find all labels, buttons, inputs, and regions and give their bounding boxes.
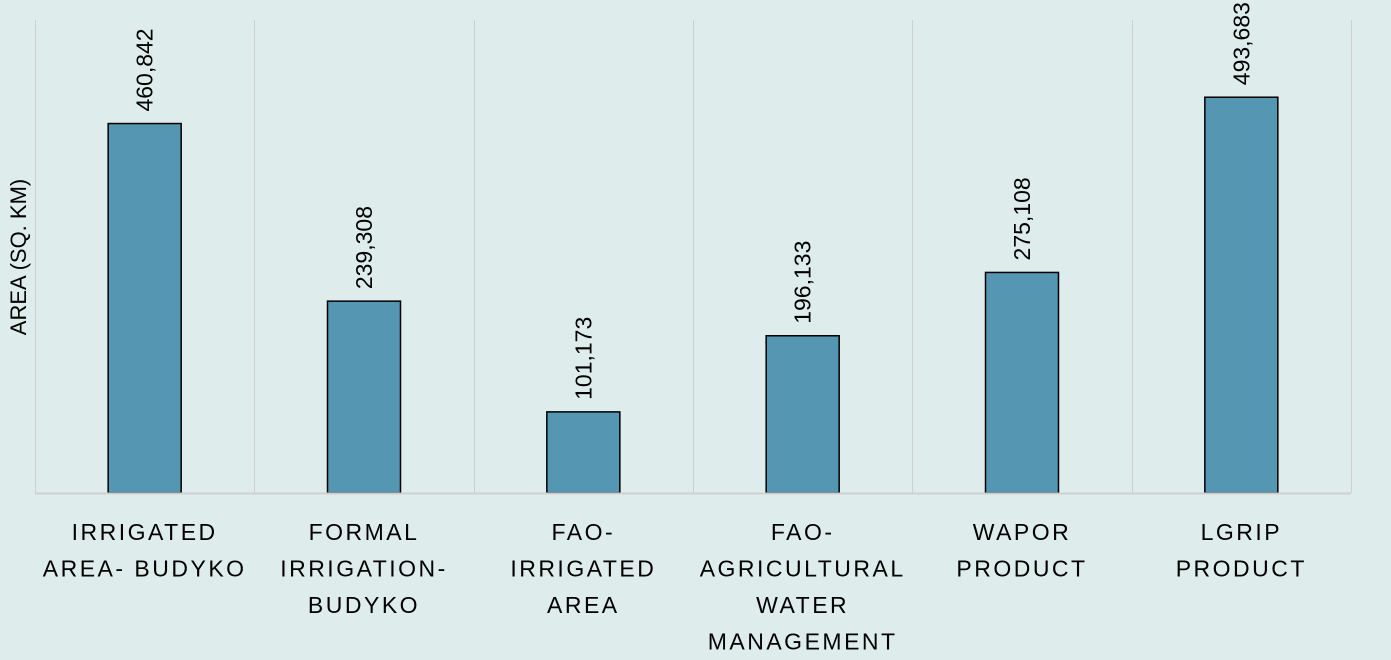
category-label: LGRIP [1201,519,1283,545]
bar [107,122,182,494]
bar [326,300,402,494]
data-label: 275,108 [1009,177,1035,260]
category-label: AREA [547,592,620,618]
category-label: FAO- [551,519,615,545]
grid-lines [35,20,1352,493]
category-labels: IRRIGATED AREA- BUDYKO FORMAL IRRIGATION- BU… [43,519,1307,655]
data-label: 196,133 [790,241,816,324]
category-label: IRRIGATION- [280,556,448,582]
data-labels: 460,842 239,308 101,173 196,133 275,108 493,6… [132,2,1255,400]
data-label: 101,173 [570,317,596,400]
bar [1204,96,1279,494]
bar [984,271,1060,494]
category-label: BUDYKO [308,592,420,618]
data-label: 239,308 [351,206,377,289]
bars [107,96,1279,494]
category-label: PRODUCT [1176,556,1307,582]
category-label: IRRIGATED [72,519,218,545]
category-label: WATER [756,592,849,618]
y-axis-label: AREA (SQ. KM) [6,179,31,335]
data-label: 460,842 [132,28,158,111]
category-label: MANAGEMENT [708,629,898,655]
category-label: WAPOR [973,519,1072,545]
category-label: AGRICULTURAL [700,556,906,582]
bar [546,411,621,494]
category-label: FAO- [771,519,835,545]
data-label: 493,683 [1228,2,1254,85]
category-label: PRODUCT [956,556,1087,582]
category-label: FORMAL [309,519,420,545]
category-label: AREA- BUDYKO [43,556,247,582]
category-label: IRRIGATED [510,556,656,582]
bar [765,335,840,494]
